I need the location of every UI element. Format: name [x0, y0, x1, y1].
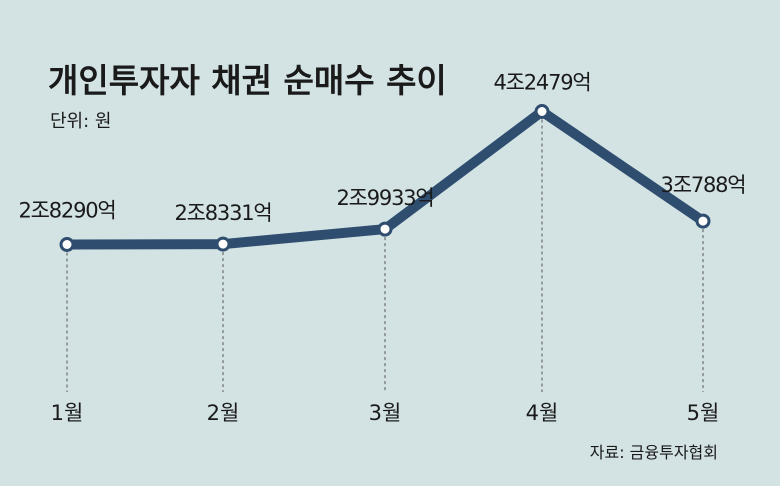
unit-label: 단위: 원	[50, 111, 111, 132]
data-point	[215, 236, 231, 252]
data-points	[59, 104, 711, 252]
data-point	[695, 213, 711, 229]
chart-title: 개인투자자 채권 순매수 추이	[48, 61, 447, 100]
x-tick-label: 2월	[207, 401, 240, 425]
x-tick-label: 1월	[51, 401, 84, 425]
source-note: 자료: 금융투자협회	[590, 443, 718, 462]
x-tick-label: 3월	[369, 401, 402, 425]
guide-lines	[66, 119, 704, 392]
data-label: 2조9933억	[336, 186, 433, 210]
data-point	[534, 104, 550, 119]
data-point	[59, 237, 75, 252]
x-tick-label: 5월	[687, 401, 720, 425]
data-point	[377, 221, 393, 237]
data-label: 4조2479억	[493, 71, 590, 95]
data-label: 3조788억	[661, 173, 746, 197]
x-axis-labels: 1월 2월 3월 4월 5월	[51, 401, 720, 425]
data-labels: 2조8290억 2조8331억 2조9933억 4조2479억 3조788억	[18, 71, 746, 226]
data-label: 2조8290억	[18, 199, 115, 223]
data-label: 2조8331억	[174, 201, 271, 225]
x-tick-label: 4월	[526, 401, 559, 425]
